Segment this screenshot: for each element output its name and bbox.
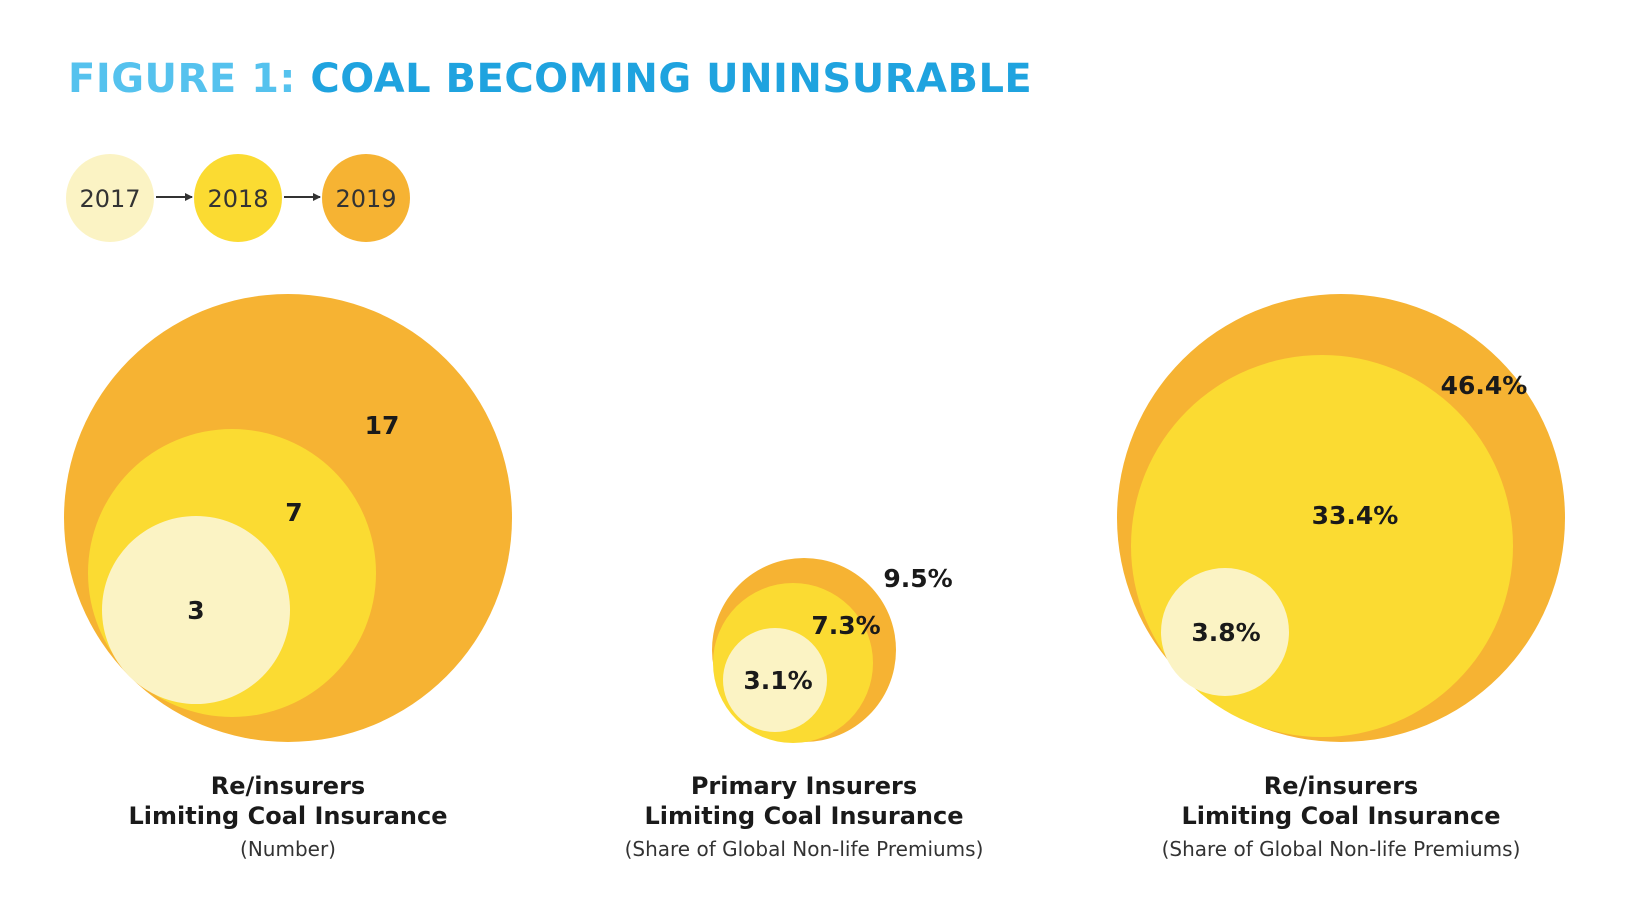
legend-2018-circle (194, 154, 282, 242)
caption-reinsurers-number-line2: Limiting Coal Insurance (129, 802, 448, 830)
legend-2017-circle (66, 154, 154, 242)
caption-reinsurers-number-line1: Re/insurers (211, 772, 365, 800)
legend: 2017 2018 2019 (66, 154, 410, 242)
figure-title-lead: FIGURE 1: (68, 56, 296, 102)
legend-2018-label: 2018 (207, 185, 268, 213)
caption-primary-insurers-line2: Limiting Coal Insurance (645, 802, 964, 830)
panel-reinsurers-number: 17 7 3 Re/insurers Limiting Coal Insuran… (64, 294, 512, 861)
caption-primary-insurers-line3: (Share of Global Non-life Premiums) (625, 837, 984, 861)
value-label-reinsurers-number-2018: 7 (285, 498, 302, 527)
caption-reinsurers-number-line3: (Number) (240, 837, 336, 861)
caption-reinsurers-share-line2: Limiting Coal Insurance (1182, 802, 1501, 830)
bubble-reinsurers-number-2017 (102, 516, 290, 704)
figure-title: FIGURE 1: COAL BECOMING UNINSURABLE (68, 56, 1032, 102)
value-label-reinsurers-share-2019: 46.4% (1441, 371, 1528, 400)
value-label-primary-insurers-2018: 7.3% (811, 611, 880, 640)
caption-primary-insurers-line1: Primary Insurers (691, 772, 917, 800)
value-label-reinsurers-number-2019: 17 (365, 411, 400, 440)
caption-reinsurers-share-line1: Re/insurers (1264, 772, 1418, 800)
value-label-primary-insurers-2017: 3.1% (743, 666, 812, 695)
panel-primary-insurers: 9.5% 7.3% 3.1% Primary Insurers Limiting… (625, 558, 984, 861)
panel-reinsurers-share: 46.4% 33.4% 3.8% Re/insurers Limiting Co… (1117, 294, 1565, 861)
value-label-reinsurers-share-2017: 3.8% (1191, 618, 1260, 647)
bubble-reinsurers-share-2017 (1161, 568, 1289, 696)
legend-2019-label: 2019 (335, 185, 396, 213)
legend-2019-circle (322, 154, 410, 242)
figure-title-main: COAL BECOMING UNINSURABLE (310, 56, 1033, 102)
bubble-primary-insurers-2017 (723, 628, 827, 732)
value-label-primary-insurers-2019: 9.5% (883, 564, 952, 593)
value-label-reinsurers-share-2018: 33.4% (1312, 501, 1399, 530)
value-label-reinsurers-number-2017: 3 (187, 596, 204, 625)
legend-2017-label: 2017 (79, 185, 140, 213)
caption-reinsurers-share-line3: (Share of Global Non-life Premiums) (1162, 837, 1521, 861)
